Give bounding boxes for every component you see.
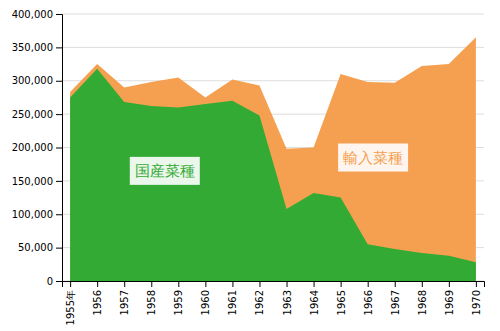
grid-line [62,14,484,15]
x-tick: 1956 [92,281,103,315]
x-tick-mark [287,281,288,287]
y-tick-mark [56,81,62,82]
x-axis: 1955年 1956 1957 1958 1959 1960 1961 1962 1963 196… [63,281,485,325]
x-tick-mark [124,281,125,287]
y-tick: 250,000 [12,109,62,120]
x-tick-mark [476,281,477,287]
x-tick-mark [395,281,396,287]
x-tick-label: 1968 [417,290,428,315]
annotation-text: 国産菜種 [135,162,195,180]
y-tick-label: 400,000 [12,9,53,20]
plot: 1955年 1956 1957 1958 1959 1960 1961 1962 1963 196… [12,9,485,326]
y-tick: 400,000 [12,9,62,20]
x-tick-label: 1969 [444,290,455,315]
x-tick-label: 1956 [92,290,103,315]
areas [70,37,476,281]
area [70,37,476,281]
x-tick-mark [151,281,152,287]
x-tick-label: 1966 [363,290,374,315]
y-tick: 350,000 [12,42,62,53]
y-tick: 0 [47,276,62,287]
y-tick-mark [56,214,62,215]
x-tick-mark [205,281,206,287]
y-tick: 150,000 [12,176,62,187]
x-tick-mark [70,281,71,287]
annotation-box [338,144,408,172]
annotations: 国産菜種 輸入菜種 [130,144,408,185]
annotation-text: 輸入菜種 [343,149,403,167]
y-axis-line [56,15,63,282]
y-tick-mark [56,148,62,149]
x-tick-mark [259,281,260,287]
x-tick-label: 1967 [390,290,401,315]
x-tick-mark [97,281,98,287]
y-tick-mark [56,281,62,282]
y-tick: 50,000 [18,242,62,253]
y-tick-label: 0 [47,276,53,287]
x-tick: 1961 [227,281,238,315]
x-tick-label: 1958 [146,290,157,315]
y-tick-label: 200,000 [12,142,53,153]
x-tick-mark [422,281,423,287]
x-tick: 1968 [417,281,428,315]
area [70,69,476,281]
x-tick-label: 1962 [254,290,265,315]
y-tick-mark [56,47,62,48]
y-tick-label: 350,000 [12,42,53,53]
x-tick: 1959 [173,281,184,315]
annotation: 輸入菜種 [338,144,408,172]
y-tick: 200,000 [12,142,62,153]
annotation-box [130,157,200,185]
y-tick-label: 100,000 [12,209,53,220]
x-tick-label: 1957 [119,290,130,315]
x-tick-mark [449,281,450,287]
x-tick: 1962 [254,281,265,315]
grid-line [62,47,484,48]
x-tick: 1963 [282,281,293,315]
x-tick-label: 1959 [173,290,184,315]
x-tick-mark [178,281,179,287]
annotation: 国産菜種 [130,157,200,185]
y-tick-label: 300,000 [12,75,53,86]
x-tick-label: 1963 [282,290,293,315]
y-tick: 100,000 [12,209,62,220]
x-tick-mark [341,281,342,287]
x-axis-line [63,282,485,288]
y-tick-mark [56,248,62,249]
chart: 1955年 1956 1957 1958 1959 1960 1961 1962 1963 196… [0,0,500,331]
x-tick: 1965 [336,281,347,315]
y-tick: 300,000 [12,75,62,86]
x-tick: 1964 [309,281,320,315]
x-tick-mark [368,281,369,287]
x-tick: 1969 [444,281,455,315]
x-tick: 1967 [390,281,401,315]
x-tick: 1970 [471,281,482,315]
y-axis: 0 50,000 100,000 150,000 200,000 250,000 300,0… [12,9,63,287]
y-tick-mark [56,14,62,15]
x-tick-label: 1970 [471,290,482,315]
x-tick: 1955年 [65,281,76,325]
x-tick: 1960 [200,281,211,315]
x-tick-label: 1960 [200,290,211,315]
x-tick-label: 1964 [309,290,320,315]
y-tick-label: 50,000 [18,242,53,253]
x-tick: 1958 [146,281,157,315]
x-tick: 1957 [119,281,130,315]
x-tick-mark [232,281,233,287]
y-tick-mark [56,181,62,182]
y-tick-mark [56,114,62,115]
y-tick-label: 150,000 [12,176,53,187]
grid [62,14,484,281]
y-tick-label: 250,000 [12,109,53,120]
x-tick-label: 1961 [227,290,238,315]
x-tick-label: 1955年 [65,290,76,325]
x-tick-label: 1965 [336,290,347,315]
x-tick: 1966 [363,281,374,315]
x-tick-mark [314,281,315,287]
